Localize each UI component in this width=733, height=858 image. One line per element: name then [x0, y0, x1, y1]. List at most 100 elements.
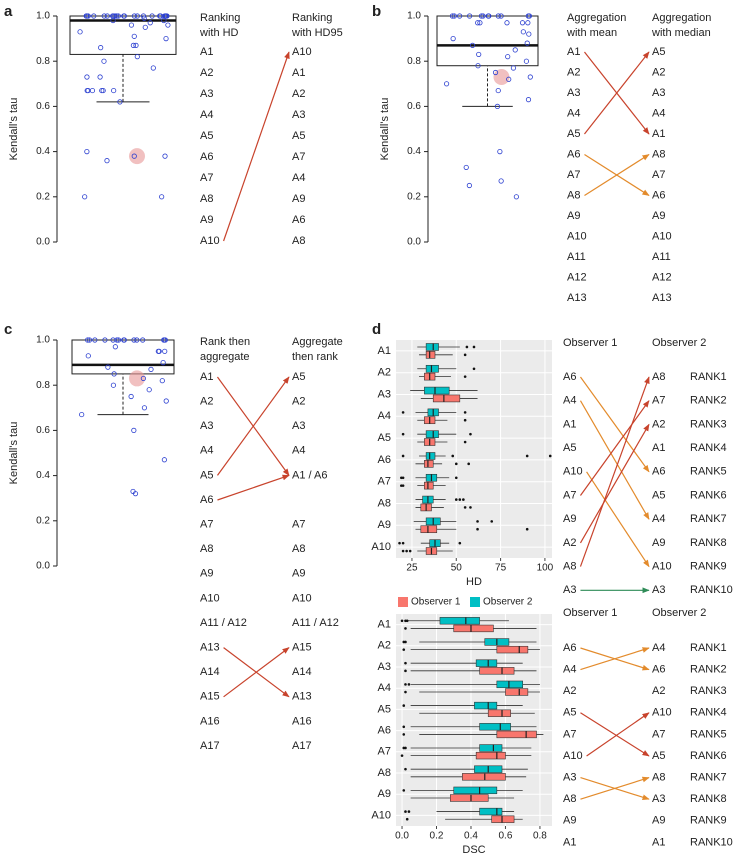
- rank-label: RANK7: [690, 772, 727, 784]
- rank-item: A9: [563, 513, 576, 525]
- rank-label: RANK9: [690, 561, 727, 573]
- rank-item: A8: [563, 561, 576, 573]
- column-title: then rank: [292, 351, 338, 363]
- outlier: [404, 661, 407, 665]
- rank-item: A1: [563, 836, 576, 848]
- rank-item: A2: [292, 88, 305, 100]
- box: [487, 709, 511, 717]
- outlier: [472, 367, 476, 371]
- rank-item: A2: [652, 685, 665, 697]
- point: [86, 337, 93, 343]
- rank-item: A17: [292, 740, 312, 752]
- rank-item: A2: [652, 66, 665, 78]
- point: [520, 29, 526, 35]
- column-title: Ranking: [200, 12, 240, 24]
- column-title: with mean: [566, 27, 617, 39]
- rank-item: A7: [567, 169, 580, 181]
- y-tick-label: 0.4: [36, 146, 50, 157]
- y-tick-label: 0.0: [36, 237, 50, 248]
- box: [424, 481, 434, 490]
- point: [115, 337, 122, 343]
- point: [527, 74, 533, 80]
- box: [420, 525, 438, 534]
- rank-item: A14: [200, 666, 220, 678]
- outlier: [401, 541, 405, 545]
- outlier: [402, 725, 406, 729]
- category-label: A7: [378, 476, 391, 488]
- point: [110, 382, 117, 388]
- point: [131, 427, 137, 433]
- rank-item: A10: [563, 466, 583, 478]
- category-label: A7: [378, 746, 391, 758]
- column-title: Aggregation: [567, 12, 626, 24]
- rank-item: A2: [652, 418, 665, 430]
- outlier: [404, 627, 407, 630]
- rank-item: A8: [567, 189, 580, 201]
- y-tick-label: 0.6: [36, 101, 50, 112]
- rank-item: A8: [292, 543, 305, 555]
- rank-item: A6: [652, 466, 665, 478]
- point: [117, 99, 123, 105]
- box: [496, 645, 529, 654]
- rank-item: A15: [292, 642, 312, 654]
- rank-item: A11: [567, 251, 586, 263]
- point: [84, 74, 90, 80]
- outlier: [404, 746, 407, 750]
- category-label: A10: [371, 541, 391, 553]
- point: [449, 13, 456, 19]
- point: [494, 103, 501, 110]
- box: [475, 751, 506, 760]
- rank-item: A14: [292, 666, 312, 678]
- point: [486, 13, 492, 19]
- point: [133, 42, 139, 48]
- category-label: A4: [378, 410, 391, 422]
- rank-arrow: [216, 376, 290, 476]
- rank-item: A8: [200, 543, 213, 555]
- rank-item: A10: [567, 230, 587, 242]
- rank-item: A10: [563, 750, 583, 762]
- rank-item: A10: [292, 46, 312, 58]
- point: [497, 149, 503, 155]
- rank-item: A16: [292, 715, 312, 727]
- point: [101, 13, 107, 19]
- rank-arrow: [580, 647, 650, 671]
- panel-label: b: [372, 3, 381, 20]
- x-tick-label: 25: [406, 563, 418, 574]
- point: [146, 387, 152, 393]
- category-label: A1: [378, 345, 391, 357]
- rank-label: RANK4: [690, 442, 727, 454]
- point: [142, 24, 148, 30]
- point: [160, 359, 166, 366]
- rank-item: A5: [652, 489, 665, 501]
- point: [84, 13, 90, 19]
- rank-arrow: [579, 376, 650, 473]
- box: [479, 744, 503, 752]
- rank-item: A1 / A6: [292, 469, 327, 481]
- rank-item: A7: [292, 519, 305, 531]
- point: [492, 69, 499, 76]
- point: [100, 87, 106, 94]
- column-title: with median: [651, 27, 711, 39]
- point: [98, 45, 104, 51]
- y-tick-label: 0.0: [407, 237, 421, 248]
- point: [163, 35, 169, 42]
- rank-item: A3: [652, 584, 665, 596]
- rank-label: RANK7: [690, 513, 727, 525]
- rank-item: A3: [292, 420, 305, 432]
- point: [77, 29, 83, 35]
- point: [140, 375, 146, 382]
- box: [496, 680, 523, 689]
- point: [82, 194, 88, 200]
- outlier: [469, 506, 472, 509]
- x-tick-label: 0.2: [430, 831, 444, 842]
- point: [469, 42, 476, 48]
- point: [450, 35, 456, 42]
- rank-item: A6: [563, 371, 576, 383]
- rank-label: RANK10: [690, 584, 733, 596]
- point: [102, 337, 108, 343]
- rank-label: RANK3: [690, 685, 727, 697]
- rank-item: A6: [563, 642, 576, 654]
- rank-item: A2: [567, 66, 580, 78]
- rank-item: A3: [200, 420, 213, 432]
- point: [91, 13, 97, 19]
